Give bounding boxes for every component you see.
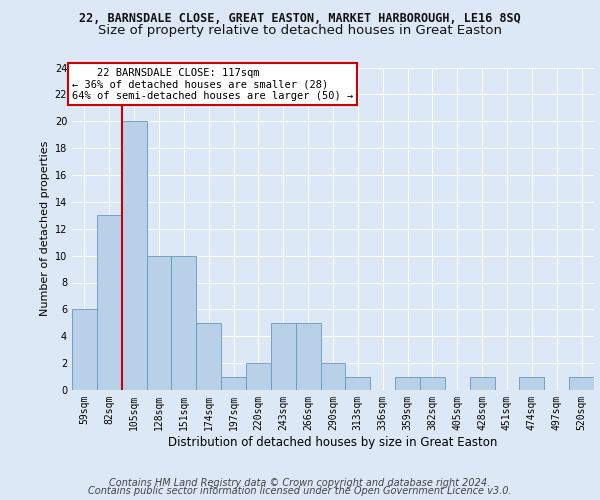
Y-axis label: Number of detached properties: Number of detached properties — [40, 141, 50, 316]
Bar — [395, 376, 420, 390]
Text: Contains HM Land Registry data © Crown copyright and database right 2024.: Contains HM Land Registry data © Crown c… — [109, 478, 491, 488]
Text: 22 BARNSDALE CLOSE: 117sqm
← 36% of detached houses are smaller (28)
64% of semi: 22 BARNSDALE CLOSE: 117sqm ← 36% of deta… — [72, 68, 353, 100]
Bar — [520, 376, 544, 390]
Bar — [346, 376, 370, 390]
Bar — [470, 376, 494, 390]
Bar — [146, 256, 172, 390]
Bar — [196, 323, 221, 390]
Bar — [97, 216, 122, 390]
Text: 22, BARNSDALE CLOSE, GREAT EASTON, MARKET HARBOROUGH, LE16 8SQ: 22, BARNSDALE CLOSE, GREAT EASTON, MARKE… — [79, 12, 521, 26]
Bar — [122, 121, 146, 390]
X-axis label: Distribution of detached houses by size in Great Easton: Distribution of detached houses by size … — [169, 436, 497, 448]
Bar — [271, 323, 296, 390]
Text: Contains public sector information licensed under the Open Government Licence v3: Contains public sector information licen… — [88, 486, 512, 496]
Bar — [320, 363, 346, 390]
Bar — [569, 376, 594, 390]
Bar — [420, 376, 445, 390]
Bar — [221, 376, 246, 390]
Bar — [246, 363, 271, 390]
Text: Size of property relative to detached houses in Great Easton: Size of property relative to detached ho… — [98, 24, 502, 37]
Bar — [296, 323, 320, 390]
Bar — [172, 256, 196, 390]
Bar — [72, 310, 97, 390]
